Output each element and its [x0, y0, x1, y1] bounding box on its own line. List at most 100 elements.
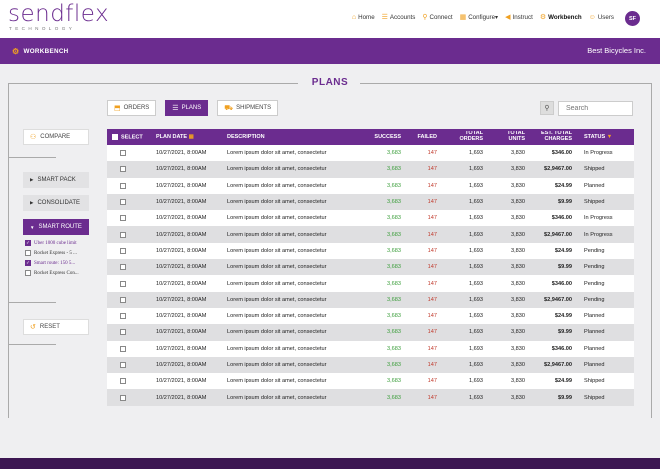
table-row[interactable]: 10/27/2021, 8:00AM Lorem ipsum dolor sit … — [107, 356, 634, 374]
route-checkbox[interactable]: ✓ — [25, 240, 31, 246]
col-failed[interactable]: FAILED — [417, 134, 437, 140]
row-checkbox[interactable] — [120, 296, 126, 303]
table-row[interactable]: 10/27/2021, 8:00AM Lorem ipsum dolor sit … — [107, 307, 634, 325]
row-checkbox[interactable] — [120, 345, 126, 352]
charges-cell: $346.00 — [551, 280, 572, 287]
row-checkbox[interactable] — [120, 280, 126, 287]
select-cell — [107, 182, 156, 189]
success-cell: 3,683 — [387, 313, 401, 320]
status-cell: In Progress — [584, 231, 613, 238]
select-all-checkbox[interactable] — [112, 133, 118, 140]
failed-cell: 147 — [427, 264, 437, 271]
row-checkbox[interactable] — [120, 166, 126, 173]
main-nav: ⌂ Home ☰ Accounts ⚲ Connect ▦ Configure▾ ◀ Instru… — [352, 14, 614, 21]
row-checkbox[interactable] — [120, 362, 126, 368]
reset-button[interactable]: ↺ RESET — [23, 319, 89, 335]
table-row[interactable]: 10/27/2021, 8:00AM Lorem ipsum dolor sit … — [107, 226, 634, 243]
search-button[interactable]: ⚲ — [540, 101, 554, 115]
smart-route-button[interactable]: ▼ SMART ROUTE — [23, 219, 89, 235]
consolidate-button[interactable]: ▶ CONSOLIDATE — [23, 195, 89, 211]
row-checkbox[interactable] — [120, 378, 126, 385]
tab-orders[interactable]: ⬒ ORDERS — [107, 100, 157, 116]
table-body: 10/27/2021, 8:00AM Lorem ipsum dolor sit … — [107, 145, 634, 406]
col-plan-date[interactable]: PLAN DATE ▦ — [156, 134, 227, 140]
plan-date-cell: 10/27/2021, 8:00AM — [156, 247, 207, 254]
frame-divider — [360, 83, 651, 84]
smart-pack-button[interactable]: ▶ SMART PACK — [23, 172, 89, 188]
col-select[interactable]: SELECT — [107, 133, 156, 140]
route-checkbox[interactable] — [25, 270, 31, 276]
col-total-units[interactable]: TOTAL UNITS — [483, 131, 525, 143]
success-cell: 3,683 — [387, 182, 401, 189]
table-row[interactable]: 10/27/2021, 8:00AM Lorem ipsum dolor sit … — [107, 324, 634, 341]
nav-item-users[interactable]: ☺ Users — [589, 14, 614, 21]
logo[interactable]: sendflex TECHNOLOGY — [8, 3, 109, 32]
row-checkbox[interactable] — [120, 231, 126, 238]
nav-item-connect[interactable]: ⚲ Connect — [422, 14, 452, 21]
search-input[interactable] — [558, 101, 633, 116]
table-row[interactable]: 10/27/2021, 8:00AM Lorem ipsum dolor sit … — [107, 193, 634, 211]
route-option[interactable]: Rocket Express Con... — [25, 268, 89, 278]
success-cell: 3,683 — [387, 345, 401, 352]
nav-item-workbench[interactable]: ⚙ Workbench — [540, 14, 582, 21]
table-row[interactable]: 10/27/2021, 8:00AM Lorem ipsum dolor sit … — [107, 340, 634, 357]
col-status[interactable]: STATUS ▼ — [572, 134, 634, 140]
route-option[interactable]: ✓ Uber 1000 cube limit — [25, 238, 89, 248]
table-row[interactable]: 10/27/2021, 8:00AM Lorem ipsum dolor sit … — [107, 291, 634, 308]
success-cell: 3,683 — [387, 231, 401, 238]
units-cell: 3,830 — [511, 394, 525, 401]
row-checkbox[interactable] — [120, 182, 126, 189]
tab-shipments[interactable]: ⛟ SHIPMENTS — [217, 100, 279, 116]
plan-date-cell: 10/27/2021, 8:00AM — [156, 362, 207, 368]
table-row[interactable]: 10/27/2021, 8:00AM Lorem ipsum dolor sit … — [107, 275, 634, 292]
row-checkbox[interactable] — [120, 215, 126, 222]
table-row[interactable]: 10/27/2021, 8:00AM Lorem ipsum dolor sit … — [107, 177, 634, 194]
row-checkbox[interactable] — [120, 150, 126, 157]
nav-item-accounts[interactable]: ☰ Accounts — [382, 14, 416, 21]
table-row[interactable]: 10/27/2021, 8:00AM Lorem ipsum dolor sit … — [107, 389, 634, 406]
col-description[interactable]: DESCRIPTION — [227, 134, 265, 140]
tab-plans[interactable]: ☰ PLANS — [165, 100, 209, 116]
success-cell: 3,683 — [387, 394, 401, 401]
compare-button[interactable]: ⚇ COMPARE — [23, 129, 89, 145]
route-option[interactable]: Rocket Express - 5 ... — [25, 248, 89, 258]
status-cell: In Progress — [584, 150, 613, 157]
orders-cell: 1,693 — [469, 199, 483, 206]
table-row[interactable]: 10/27/2021, 8:00AM Lorem ipsum dolor sit … — [107, 373, 634, 390]
col-success[interactable]: SUCCESS — [374, 134, 401, 140]
nav-label: Users — [597, 14, 614, 21]
workbench-label: WORKBENCH — [23, 48, 69, 55]
row-checkbox[interactable] — [120, 264, 126, 271]
row-checkbox[interactable] — [120, 313, 126, 320]
row-checkbox[interactable] — [120, 247, 126, 254]
col-est-charges[interactable]: EST. TOTAL CHARGES — [525, 131, 572, 143]
status-cell: Pending — [584, 264, 605, 271]
avatar[interactable]: SF — [625, 11, 640, 26]
route-label: Rocket Express Con... — [34, 270, 79, 276]
route-checkbox[interactable] — [25, 250, 31, 256]
orders-cell: 1,693 — [469, 247, 483, 254]
nav-item-home[interactable]: ⌂ Home — [352, 14, 375, 21]
select-cell — [107, 280, 156, 287]
row-checkbox[interactable] — [120, 199, 126, 206]
table-row[interactable]: 10/27/2021, 8:00AM Lorem ipsum dolor sit … — [107, 210, 634, 227]
menu-label: SMART ROUTE — [38, 224, 82, 230]
nav-item-instruct[interactable]: ◀ Instruct — [505, 14, 533, 21]
table-row[interactable]: 10/27/2021, 8:00AM Lorem ipsum dolor sit … — [107, 161, 634, 178]
failed-cell: 147 — [427, 378, 437, 385]
description-cell: Lorem ipsum dolor sit amet, consectetur — [227, 247, 327, 254]
row-checkbox[interactable] — [120, 394, 126, 401]
row-checkbox[interactable] — [120, 329, 126, 336]
nav-item-configure[interactable]: ▦ Configure▾ — [460, 14, 499, 21]
route-checkbox[interactable]: ✓ — [25, 260, 31, 266]
calendar-icon[interactable]: ▦ — [188, 134, 194, 140]
table-row[interactable]: 10/27/2021, 8:00AM Lorem ipsum dolor sit … — [107, 242, 634, 260]
table-row[interactable]: 10/27/2021, 8:00AM Lorem ipsum dolor sit … — [107, 145, 634, 162]
route-option[interactable]: ✓ Smart route: 150 5... — [25, 258, 89, 268]
table-row[interactable]: 10/27/2021, 8:00AM Lorem ipsum dolor sit … — [107, 259, 634, 276]
col-total-orders[interactable]: TOTAL ORDERS — [437, 131, 483, 143]
filter-icon[interactable]: ▼ — [606, 134, 613, 140]
select-cell — [107, 329, 156, 336]
top-bar: sendflex TECHNOLOGY ⌂ Home ☰ Accounts ⚲ Conne… — [0, 0, 660, 38]
route-label: Uber 1000 cube limit — [34, 240, 77, 246]
